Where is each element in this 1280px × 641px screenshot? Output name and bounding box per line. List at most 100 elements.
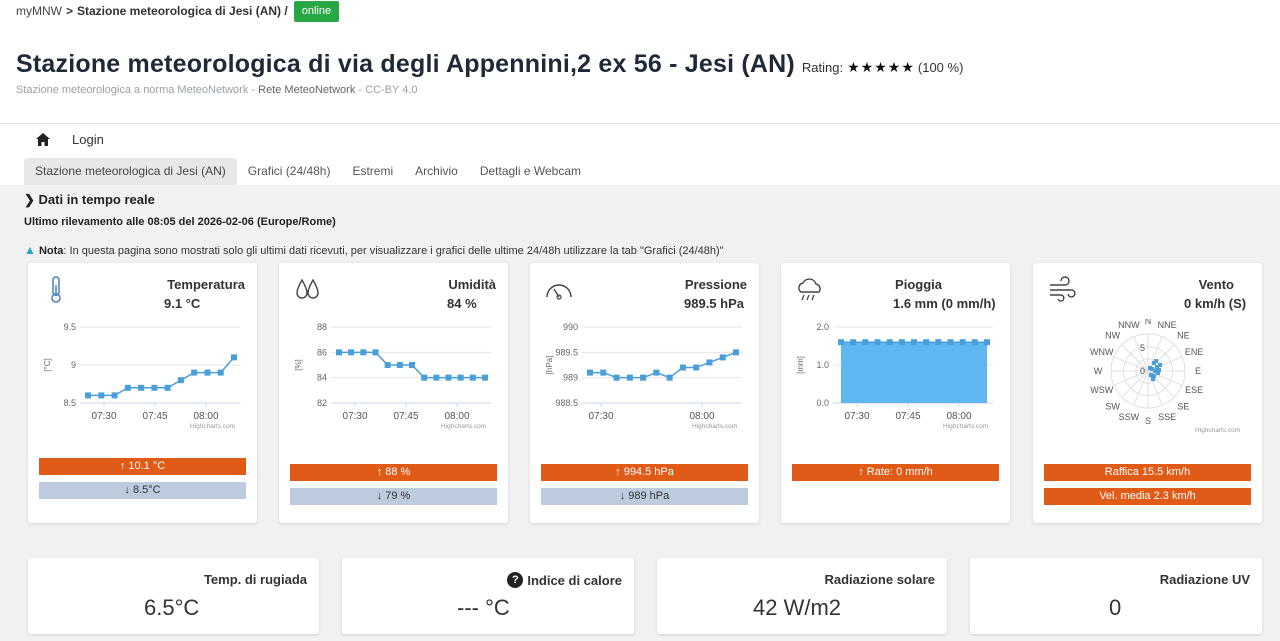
star-icon: ★★★★★ <box>847 59 915 75</box>
data-point <box>862 339 869 346</box>
data-point <box>874 339 881 346</box>
direction-label: NNW <box>1118 320 1140 330</box>
data-point <box>850 339 857 346</box>
data-point <box>445 374 452 381</box>
card-value: 0 <box>1109 595 1122 620</box>
direction-label: N <box>1145 319 1152 326</box>
card-title: Radiazione solare <box>824 572 935 587</box>
login-link[interactable]: Login <box>72 132 104 147</box>
humidity-icon <box>296 278 319 299</box>
tab-details-webcam[interactable]: Dettagli e Webcam <box>479 164 581 178</box>
breadcrumb-app[interactable]: myMNW <box>16 4 62 18</box>
tab-station[interactable]: Stazione meteorologica di Jesi (AN) <box>24 158 237 185</box>
rose-spoke <box>1133 336 1149 372</box>
data-point <box>923 339 930 346</box>
card-value: 6.5°C <box>144 595 200 620</box>
series-line <box>590 351 737 379</box>
x-tick-label: 07:30 <box>91 411 116 422</box>
y-tick-label: 8.5 <box>63 398 76 408</box>
wind-point <box>1148 366 1152 370</box>
wind-icon <box>1050 276 1076 302</box>
direction-label: SE <box>1177 401 1189 411</box>
card-title: Temp. di rugiada <box>203 572 307 587</box>
x-tick-label: 08:00 <box>689 411 714 422</box>
page-subtitle: Stazione meteorologica a norma MeteoNetw… <box>16 84 418 96</box>
data-point <box>666 374 673 381</box>
card-value: 989.5 hPa <box>684 296 744 311</box>
y-tick-label: 88 <box>317 322 327 332</box>
direction-label: WNW <box>1090 347 1114 357</box>
network-link[interactable]: Rete MeteoNetwork <box>258 84 356 96</box>
data-point <box>164 384 171 391</box>
subtitle-standard: Stazione meteorologica a norma MeteoNetw… <box>16 84 259 96</box>
x-tick-label: 08:00 <box>444 411 469 422</box>
rating: Rating: ★★★★★ (100 %) <box>802 59 964 76</box>
direction-label: SW <box>1105 401 1120 411</box>
rose-spoke <box>1113 370 1149 386</box>
info-note: ▲ Nota: In questa pagina sono mostrati s… <box>24 243 724 257</box>
card-value: 0 km/h (S) <box>1184 296 1247 311</box>
y-tick-label: 989.5 <box>555 347 578 357</box>
home-icon[interactable] <box>36 133 50 146</box>
highcharts-credit: Highcharts.com <box>1195 427 1240 434</box>
card-value: 9.1 °C <box>164 296 201 311</box>
card-title: Radiazione UV <box>1159 572 1250 587</box>
direction-label: E <box>1195 366 1201 376</box>
pressure-card: Pressione 989.5 hPa 990 989.5 989 988.5 [hPa… <box>530 263 759 523</box>
rain-card: Pioggia 1.6 mm (0 mm/h) 2.0 1.0 0.0 [mm] 07:… <box>781 263 1010 523</box>
data-point <box>384 362 391 368</box>
data-point <box>396 362 403 368</box>
direction-label: W <box>1094 366 1103 376</box>
top-nav: Login <box>36 132 104 147</box>
direction-label: S <box>1145 416 1151 426</box>
data-point <box>433 374 440 381</box>
data-point <box>935 339 942 346</box>
data-point <box>469 374 476 381</box>
wind-card: Vento 0 km/h (S) N NNE NE ENE E ESE SE SSE S SSW S… <box>1033 263 1262 523</box>
x-tick-label: 08:00 <box>946 411 971 422</box>
last-update: Ultimo rilevamento alle 08:05 del 2026-0… <box>24 216 336 228</box>
rose-spoke <box>1147 370 1183 386</box>
y-tick-label: 990 <box>563 322 578 332</box>
tab-extremes[interactable]: Estremi <box>352 164 394 178</box>
data-point <box>706 359 713 366</box>
tab-archive[interactable]: Archivio <box>415 164 458 178</box>
wind-point <box>1149 373 1153 377</box>
data-point <box>886 339 893 346</box>
rating-label: Rating: <box>801 60 844 75</box>
x-tick-label: 07:30 <box>844 411 869 422</box>
data-point <box>409 362 415 368</box>
data-point <box>600 369 607 376</box>
data-point <box>231 354 237 361</box>
help-icon[interactable]: ? <box>507 572 524 588</box>
card-value: 42 W/m2 <box>753 595 842 620</box>
card-value: 1.6 mm (0 mm/h) <box>893 296 996 311</box>
y-tick-label: 2.0 <box>816 322 829 332</box>
data-point <box>679 364 686 371</box>
breadcrumb-current[interactable]: Stazione meteorologica di Jesi (AN) / <box>77 4 288 18</box>
rose-spoke <box>1147 344 1175 372</box>
y-tick-label: 9.5 <box>63 322 76 332</box>
series-line <box>88 356 235 397</box>
data-point <box>177 377 184 384</box>
realtime-heading[interactable]: ❯ Dati in tempo reale <box>24 192 155 208</box>
x-tick-label: 08:00 <box>193 411 218 422</box>
tab-charts[interactable]: Grafici (24/48h) <box>247 164 331 178</box>
rain-cloud-icon <box>798 278 821 301</box>
rate-bar: ↑ Rate: 0 mm/h <box>792 464 999 481</box>
status-badge: online <box>293 0 340 22</box>
min-bar: ↓ 989 hPa <box>541 488 748 505</box>
radial-label: 5 <box>1140 343 1145 353</box>
data-point <box>653 369 660 376</box>
card-title: Pioggia <box>895 277 942 292</box>
x-tick-label: 07:45 <box>895 411 920 422</box>
direction-label: NE <box>1177 331 1190 341</box>
data-point <box>111 392 118 399</box>
data-point <box>421 374 428 381</box>
direction-label: NNE <box>1158 320 1177 330</box>
highcharts-credit: Highcharts.com <box>943 423 988 430</box>
data-point <box>138 384 145 391</box>
data-point <box>98 392 105 399</box>
data-point <box>733 349 739 356</box>
